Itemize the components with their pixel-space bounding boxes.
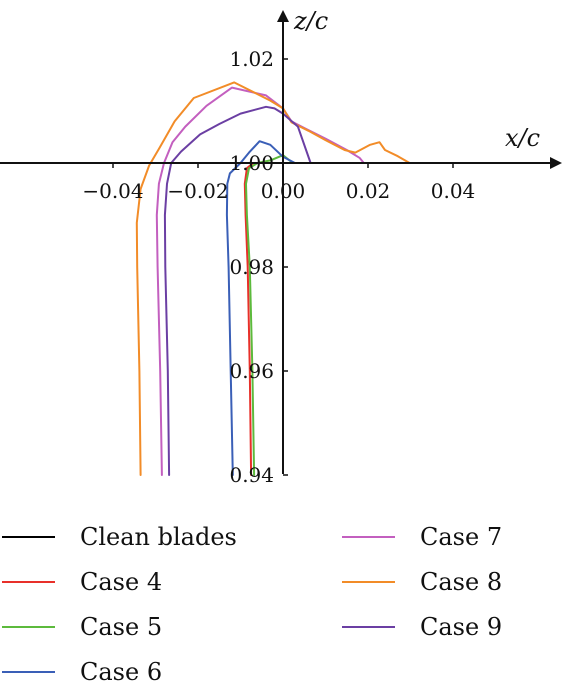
legend-label: Case 4 [80,568,162,596]
legend-label: Case 6 [80,658,162,686]
x-tick-label: −0.04 [82,179,143,203]
legend-label: Clean blades [80,523,237,551]
y-axis-arrow [277,10,289,22]
series-line-case-4 [243,162,255,476]
y-axis-label: z/c [293,7,328,35]
legend-label: Case 7 [420,523,502,551]
x-tick-label: 0.04 [431,179,476,203]
y-tick-label: 0.94 [229,463,274,487]
series-line-case-8 [135,81,411,476]
series-layer [135,81,411,476]
ticks: −0.04 −0.02 0.00 0.02 0.04 1.02 1.00 0.98 0.96 0.… [82,47,475,487]
series-line-case-7 [155,86,365,476]
axes: x/c z/c [0,7,562,474]
x-tick-label: −0.02 [167,179,228,203]
legend-label: Case 5 [80,613,162,641]
y-tick-label: 1.00 [229,151,274,175]
x-axis-arrow [550,157,562,169]
legend-label: Case 8 [420,568,502,596]
x-tick-label: 0.02 [346,179,391,203]
legend-label: Case 9 [420,613,502,641]
series-line-case-9 [163,105,312,476]
y-tick-label: 0.98 [229,255,274,279]
y-tick-label: 0.96 [229,359,274,383]
legend: Clean blades Case 4 Case 5 Case 6 Case 7 Case… [2,523,502,686]
series-line-case-6 [225,140,296,476]
series-line-case-5 [245,154,293,476]
x-axis-label: x/c [505,124,540,152]
x-tick-label: 0.00 [261,179,306,203]
y-tick-label: 1.02 [229,47,274,71]
